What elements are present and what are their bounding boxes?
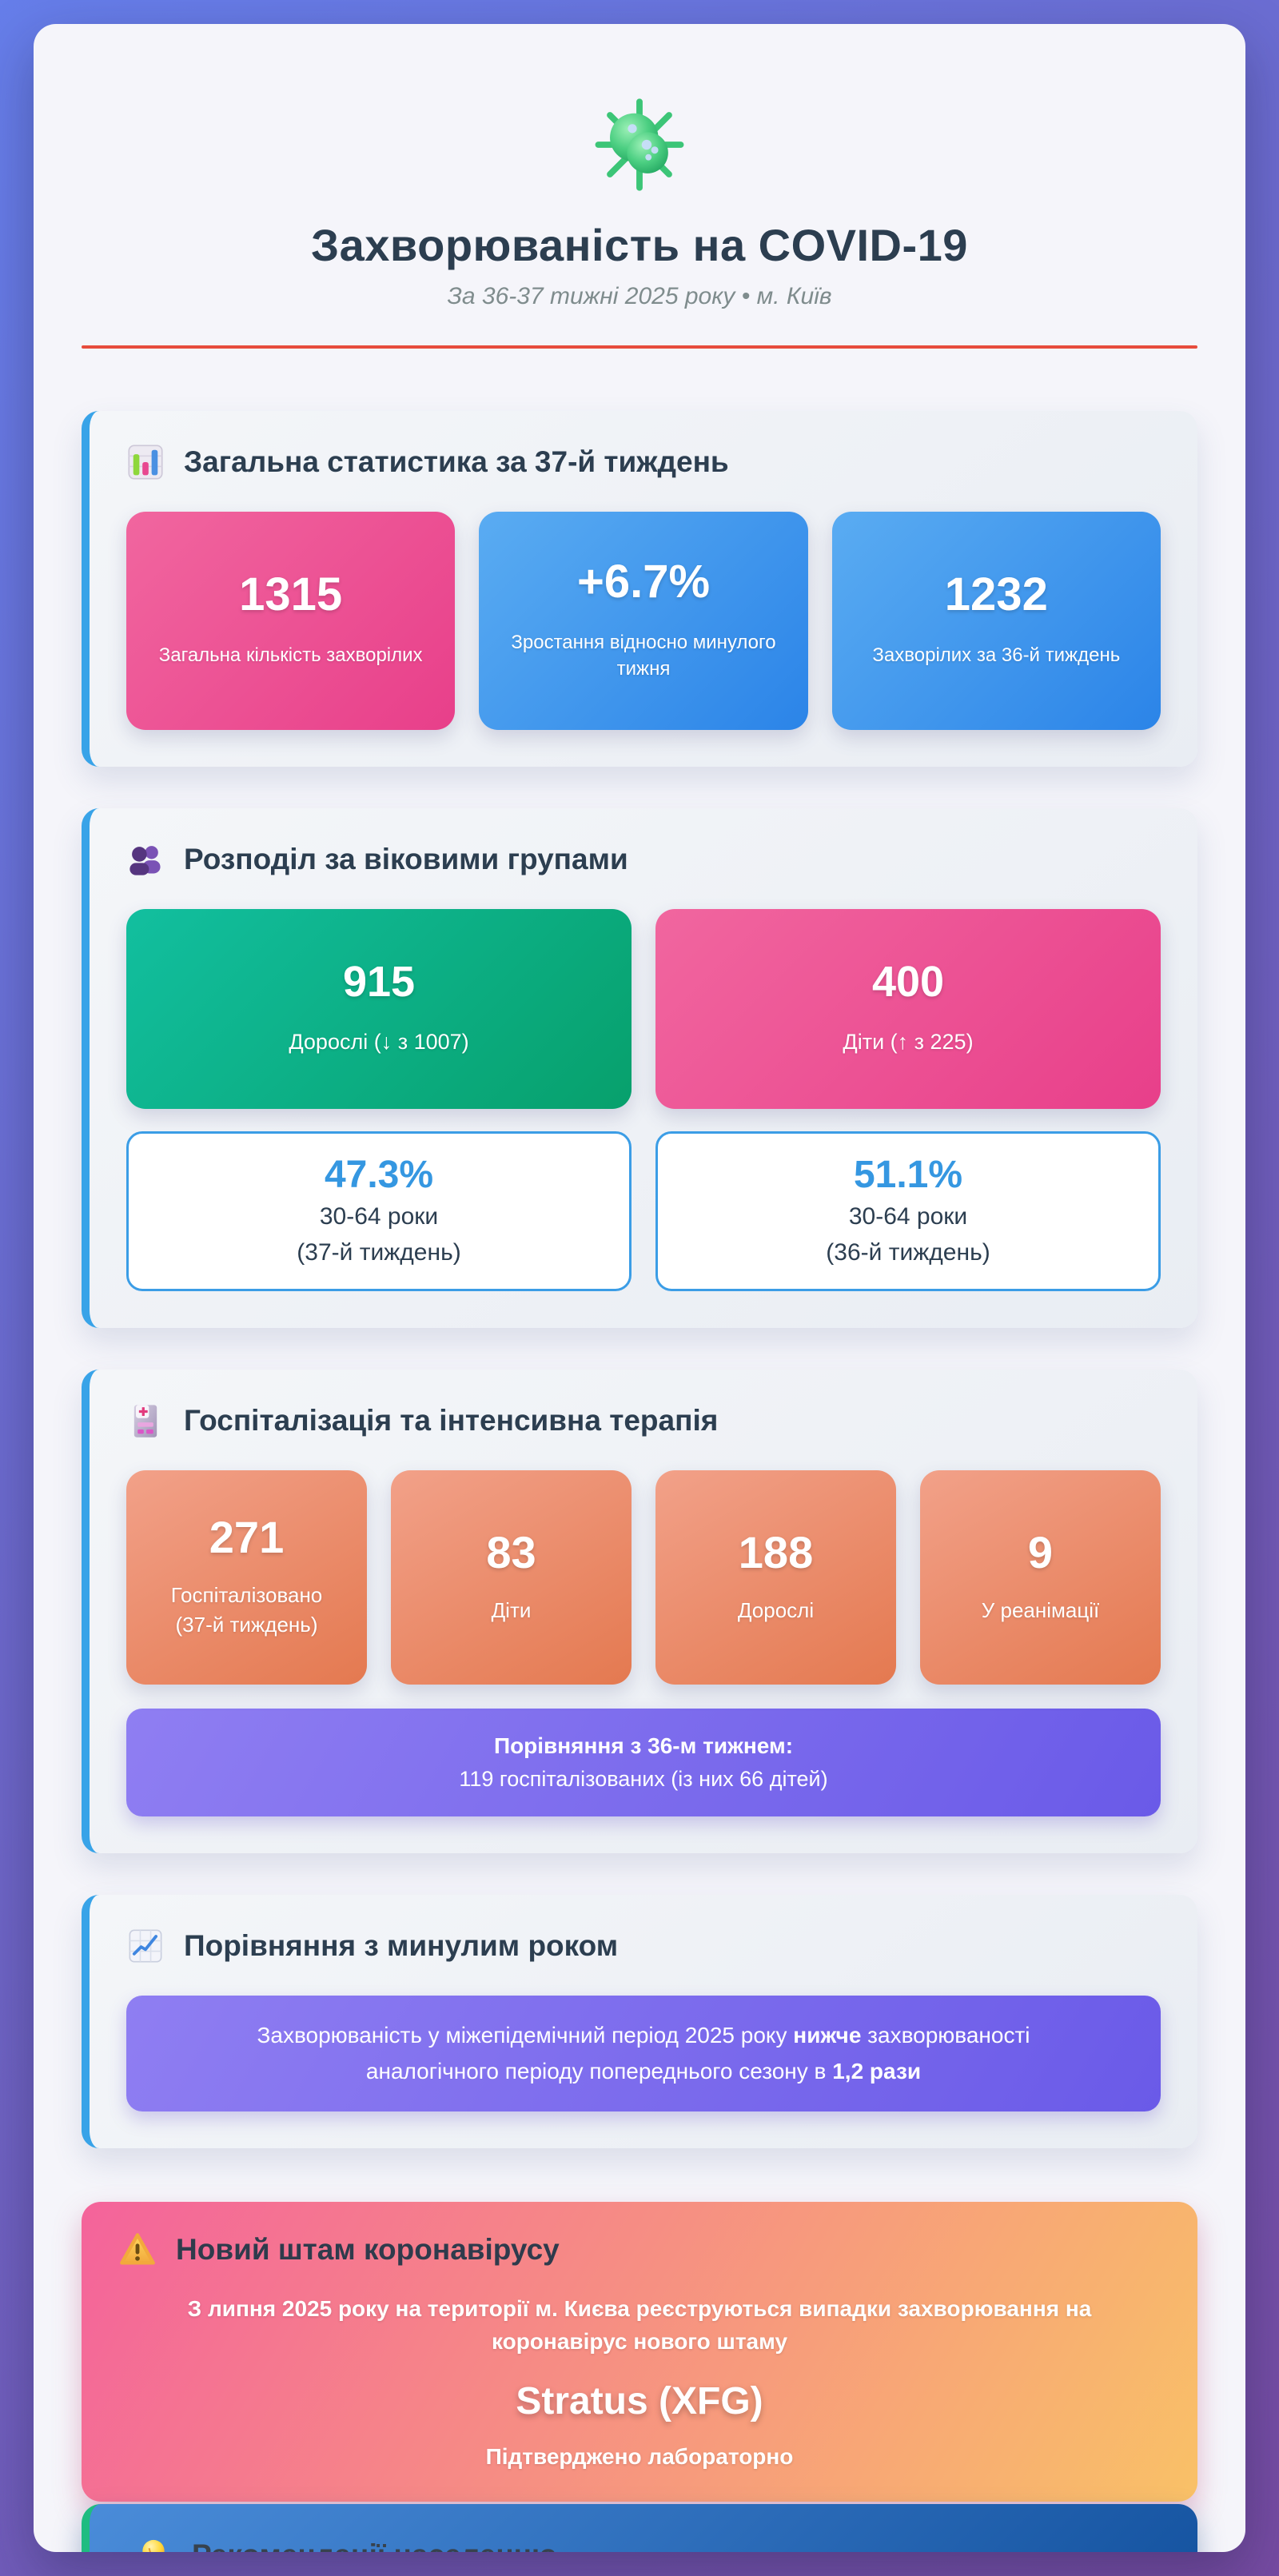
people-icon	[126, 840, 165, 879]
section-title: Госпіталізація та інтенсивна терапія	[184, 1404, 719, 1438]
hospital-icon	[126, 1402, 165, 1440]
week-comparison-banner: Порівняння з 36-м тижнем: 119 госпіталіз…	[126, 1709, 1161, 1816]
content-card: Захворюваність на COVID-19 За 36-37 тижн…	[34, 24, 1245, 2552]
strain-name: Stratus (XFG)	[516, 2379, 763, 2422]
section-header: Рекомендації населенню	[134, 2536, 1153, 2552]
stat-card-total-cases: 1315 Загальна кількість захворілих	[126, 511, 456, 730]
percent-value: 47.3%	[324, 1153, 434, 1196]
section-age-groups: Розподіл за віковими групами 915 Дорослі…	[82, 807, 1197, 1329]
stat-card-intensive-care: 9 У реанімації	[920, 1470, 1161, 1685]
percent-card-week36: 51.1% 30-64 роки (36-й тиждень)	[655, 1130, 1161, 1292]
banner-text: 119 госпіталізованих (із них 66 дітей)	[459, 1767, 828, 1792]
section-hospitalization: Госпіталізація та інтенсивна терапія 271…	[82, 1370, 1197, 1853]
stat-label-line: Діти	[491, 1597, 532, 1622]
stat-value: 271	[209, 1511, 285, 1562]
banner-text-lead: Захворюваність у міжепідемічний період 2…	[257, 2022, 787, 2048]
stat-value: 400	[871, 957, 945, 1006]
header: Захворюваність на COVID-19 За 36-37 тижн…	[34, 24, 1245, 349]
stat-card-hospitalized: 271 Госпіталізовано (37-й тиждень)	[126, 1470, 367, 1685]
percent-label: 30-64 роки	[848, 1203, 968, 1230]
year-comparison-banner: Захворюваність у міжепідемічний період 2…	[126, 1995, 1161, 2112]
stat-label: Діти	[492, 1596, 532, 1626]
stat-card-week36-cases: 1232 Захворілих за 36-й тиждень	[831, 511, 1161, 730]
section-header: Розподіл за віковими групами	[126, 840, 1161, 879]
stat-label: Зростання відносно минулого тижня	[511, 631, 776, 680]
chart-up-icon	[126, 1927, 165, 1965]
virus-icon-svg	[595, 98, 684, 191]
stat-card-adults-hospitalized: 188 Дорослі	[655, 1470, 896, 1685]
stat-card-children-hospitalized: 83 Діти	[391, 1470, 632, 1685]
section-header: Порівняння з минулим роком	[126, 1927, 1161, 1965]
page-title: Захворюваність на COVID-19	[311, 220, 968, 270]
stat-value: +6.7%	[576, 555, 711, 608]
stat-value: 1232	[944, 568, 1048, 621]
strain-description: З липня 2025 року на території м. Києва …	[187, 2296, 1092, 2355]
stat-card-row: 1315 Загальна кількість захворілих +6.7%…	[126, 511, 1161, 730]
bulb-icon	[134, 2536, 173, 2552]
stat-label: Загальна кількість захворілих	[158, 644, 423, 667]
hospital-card-row: 271 Госпіталізовано (37-й тиждень) 83 Ді…	[126, 1470, 1161, 1685]
stat-label: Діти (↑ з 225)	[843, 1029, 974, 1054]
stat-value: 188	[738, 1526, 814, 1577]
percent-label: (37-й тиждень)	[297, 1239, 461, 1266]
percent-card-row: 47.3% 30-64 роки (37-й тиждень) 51.1% 30…	[126, 1130, 1161, 1292]
bar-chart-icon	[126, 443, 165, 481]
age-card-row: 915 Дорослі (↓ з 1007) 400 Діти (↑ з 225…	[126, 908, 1161, 1109]
section-general-stats: Загальна статистика за 37-й тиждень 1315…	[82, 410, 1197, 767]
stat-label: Дорослі	[738, 1596, 814, 1626]
stat-card-growth: +6.7% Зростання відносно минулого тижня	[479, 511, 808, 730]
stat-value: 83	[486, 1526, 536, 1577]
stat-label: Госпіталізовано (37-й тиждень)	[171, 1581, 323, 1641]
stat-label: Захворілих за 36-й тиждень	[872, 644, 1121, 667]
banner-text-bold: нижче	[793, 2022, 862, 2048]
header-divider	[82, 345, 1197, 349]
banner-text-bold: 1,2 рази	[832, 2058, 922, 2084]
warning-icon	[118, 2231, 157, 2269]
percent-value: 51.1%	[853, 1153, 963, 1196]
page-subtitle: За 36-37 тижні 2025 року • м. Київ	[447, 282, 832, 309]
stat-label-line: Госпіталізовано	[170, 1582, 323, 1607]
percent-card-week37: 47.3% 30-64 роки (37-й тиждень)	[126, 1130, 632, 1292]
section-header: Новий штам коронавірусу	[118, 2231, 1161, 2269]
percent-label: (36-й тиждень)	[826, 1239, 990, 1266]
section-header: Госпіталізація та інтенсивна терапія	[126, 1402, 1161, 1440]
stat-label: У реанімації	[982, 1596, 1099, 1626]
section-title: Рекомендації населенню	[192, 2538, 557, 2552]
section-new-strain: Новий штам коронавірусу З липня 2025 рок…	[82, 2202, 1197, 2502]
section-title: Розподіл за віковими групами	[184, 842, 628, 875]
stat-label-line: У реанімації	[981, 1597, 1100, 1622]
banner-title: Порівняння з 36-м тижнем:	[493, 1733, 794, 1759]
virus-icon	[34, 98, 1245, 192]
stat-label: Дорослі (↓ з 1007)	[289, 1029, 469, 1054]
section-recommendations: Рекомендації населенню ✓ При появі будь-…	[82, 2503, 1197, 2552]
section-year-comparison: Порівняння з минулим роком Захворюваніст…	[82, 1894, 1197, 2149]
stat-label-line: (37-й тиждень)	[175, 1613, 318, 1637]
stat-value: 915	[342, 957, 416, 1006]
strain-status: Підтверджено лабораторно	[485, 2443, 794, 2469]
stat-card-children: 400 Діти (↑ з 225)	[655, 908, 1161, 1109]
section-title: Порівняння з минулим роком	[184, 1928, 619, 1962]
stat-value: 9	[1027, 1526, 1054, 1577]
stat-card-adults: 915 Дорослі (↓ з 1007)	[126, 908, 632, 1109]
banner-text: Захворюваність у міжепідемічний період 2…	[222, 2018, 1065, 2090]
stat-value: 1315	[239, 568, 343, 621]
stat-label-line: Дорослі	[737, 1597, 815, 1622]
section-header: Загальна статистика за 37-й тиждень	[126, 443, 1161, 481]
section-title: Новий штам коронавірусу	[176, 2233, 560, 2267]
section-title: Загальна статистика за 37-й тиждень	[184, 445, 729, 478]
banner-text-mid: захворюваності аналогічного періоду попе…	[365, 2022, 1030, 2084]
percent-label: 30-64 роки	[319, 1203, 439, 1230]
